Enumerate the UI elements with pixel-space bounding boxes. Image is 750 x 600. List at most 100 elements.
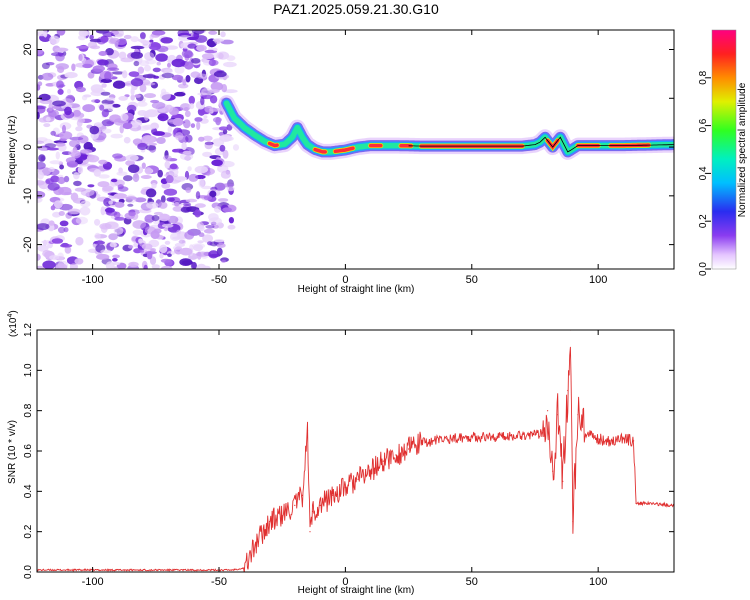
spectrogram-noise-cell bbox=[123, 136, 131, 144]
spectrogram-noise-cell bbox=[202, 265, 211, 269]
snr-data-point bbox=[256, 541, 258, 543]
snr-frame bbox=[36, 329, 675, 573]
spectrogram-noise-cell bbox=[152, 67, 161, 73]
spectrogram-noise-cell bbox=[106, 67, 120, 72]
spectrogram-noise-cell bbox=[114, 201, 125, 208]
spectrogram-noise-cell bbox=[169, 163, 178, 170]
snr-data-point bbox=[638, 502, 640, 504]
spectrogram-plot-area bbox=[37, 30, 674, 269]
spectrogram-noise-cell bbox=[159, 253, 164, 259]
spectrogram-noise-cell bbox=[195, 191, 201, 200]
spectrogram-noise-cell bbox=[144, 226, 157, 235]
spectrogram-noise-cell bbox=[220, 170, 231, 179]
spectrogram-noise-cell bbox=[119, 125, 124, 134]
spectrogram-noise-cell bbox=[123, 34, 132, 40]
spectrogram-noise-cell bbox=[132, 220, 146, 229]
snr-data-point bbox=[552, 470, 554, 472]
spectrogram-noise-cell bbox=[54, 47, 69, 52]
spectrogram-noise-cell bbox=[174, 176, 187, 181]
spectrogram-noise-cell bbox=[110, 133, 123, 139]
spectrogram-noise-cell bbox=[160, 91, 171, 101]
snr-x-tick-label: -100 bbox=[82, 576, 104, 588]
spectrogram-noise-cell bbox=[69, 136, 84, 141]
spectrogram-noise-cell bbox=[92, 65, 106, 72]
spectrogram-noise-cell bbox=[161, 72, 174, 79]
spectrogram-noise-cell bbox=[42, 260, 56, 269]
spectrogram-noise-cell bbox=[112, 254, 120, 259]
spectrogram-noise-cell bbox=[110, 178, 118, 183]
snr-data-point bbox=[597, 438, 599, 440]
spectrogram-noise-cell bbox=[100, 206, 106, 216]
colorbar-frame bbox=[711, 29, 737, 270]
spectrogram-ridge-peak bbox=[267, 141, 279, 148]
spectrogram-noise-cell bbox=[203, 195, 213, 201]
spectrogram-noise-cell bbox=[155, 53, 169, 62]
spectrogram-noise-cell bbox=[101, 128, 112, 134]
spectrogram-noise-cell bbox=[58, 131, 73, 140]
spectrogram-noise-cell bbox=[209, 89, 220, 93]
spectrogram-noise-cell bbox=[209, 108, 223, 112]
spectrogram-noise-cell bbox=[127, 244, 134, 249]
spectrogram-y-tick-label: 20 bbox=[22, 43, 34, 55]
spectrogram-noise-cell bbox=[37, 140, 44, 144]
spectrogram-noise-cell bbox=[75, 236, 84, 246]
spectrogram-noise-cell bbox=[161, 182, 171, 189]
spectrogram-noise-cell bbox=[182, 79, 187, 86]
spectrogram-noise-cell bbox=[220, 183, 234, 188]
spectrogram-noise-cell bbox=[91, 99, 101, 103]
spectrogram-noise-cell bbox=[47, 182, 60, 191]
snr-data-point bbox=[635, 502, 637, 504]
spectrogram-noise-cell bbox=[163, 155, 172, 161]
spectrogram-noise-cell bbox=[134, 197, 147, 203]
spectrogram-noise-cell bbox=[117, 186, 129, 192]
spectrogram-y-ticks: -20 -10 0 10 20 bbox=[22, 43, 674, 253]
spectrogram-noise-cell bbox=[100, 91, 111, 96]
spectrogram-noise-cell bbox=[197, 92, 208, 96]
snr-data-point bbox=[344, 486, 346, 488]
spectrogram-noise-cell bbox=[164, 160, 171, 169]
spectrogram-noise-cell bbox=[111, 71, 125, 75]
spectrogram-noise-cell bbox=[112, 80, 126, 89]
snr-y-ticks: 0.0 0.2 0.4 0.6 0.8 1.0 1.2 bbox=[23, 323, 674, 579]
spectrogram-noise-cell bbox=[222, 207, 233, 213]
snr-data-point bbox=[395, 454, 397, 456]
spectrogram-noise-cell bbox=[78, 135, 89, 144]
spectrogram-noise-cell bbox=[207, 241, 213, 246]
spectrogram-noise-cell bbox=[120, 57, 134, 63]
snr-data-point bbox=[610, 440, 612, 442]
spectrogram-noise-cell bbox=[145, 251, 157, 255]
spectrogram-noise-cell bbox=[190, 58, 201, 64]
spectrogram-noise-cell bbox=[60, 244, 73, 248]
spectrogram-noise-cell bbox=[74, 258, 84, 265]
spectrogram-noise-cell bbox=[184, 110, 191, 118]
spectrogram-noise-cell bbox=[174, 132, 184, 141]
spectrogram-noise-cell bbox=[221, 84, 228, 93]
spectrogram-noise-cell bbox=[138, 238, 143, 244]
spectrogram-noise-cell bbox=[38, 154, 46, 162]
snr-data-point bbox=[534, 434, 536, 436]
spectrogram-noise-cell bbox=[169, 232, 181, 241]
spectrogram-noise-cell bbox=[55, 263, 68, 269]
spectrogram-noise-cell bbox=[219, 144, 226, 152]
spectrogram-noise-cell bbox=[141, 243, 153, 250]
spectrogram-noise-cell bbox=[186, 36, 199, 41]
spectrogram-ridge-peak bbox=[313, 147, 327, 154]
spectrogram-noise-cell bbox=[157, 222, 166, 229]
spectrogram-noise-cell bbox=[183, 202, 192, 206]
spectrogram-noise-cell bbox=[59, 220, 69, 227]
spectrogram-noise-cell bbox=[87, 41, 98, 49]
spectrogram-noise-cell bbox=[137, 142, 148, 151]
spectrogram-noise-cell bbox=[137, 101, 148, 107]
spectrogram-noise-cell bbox=[151, 182, 157, 189]
spectrogram-noise-cell bbox=[187, 43, 197, 49]
spectrogram-noise-cell bbox=[75, 216, 88, 225]
spectrogram-noise-cell bbox=[45, 178, 55, 185]
spectrogram-noise-cell bbox=[122, 122, 133, 130]
spectrogram-noise-cell bbox=[181, 49, 193, 59]
snr-data-point bbox=[622, 438, 625, 440]
spectrogram-noise-cell bbox=[108, 200, 113, 205]
spectrogram-noise-cell bbox=[160, 195, 166, 204]
spectrogram-noise-cell bbox=[111, 103, 121, 108]
spectrogram-noise-cell bbox=[232, 144, 240, 151]
